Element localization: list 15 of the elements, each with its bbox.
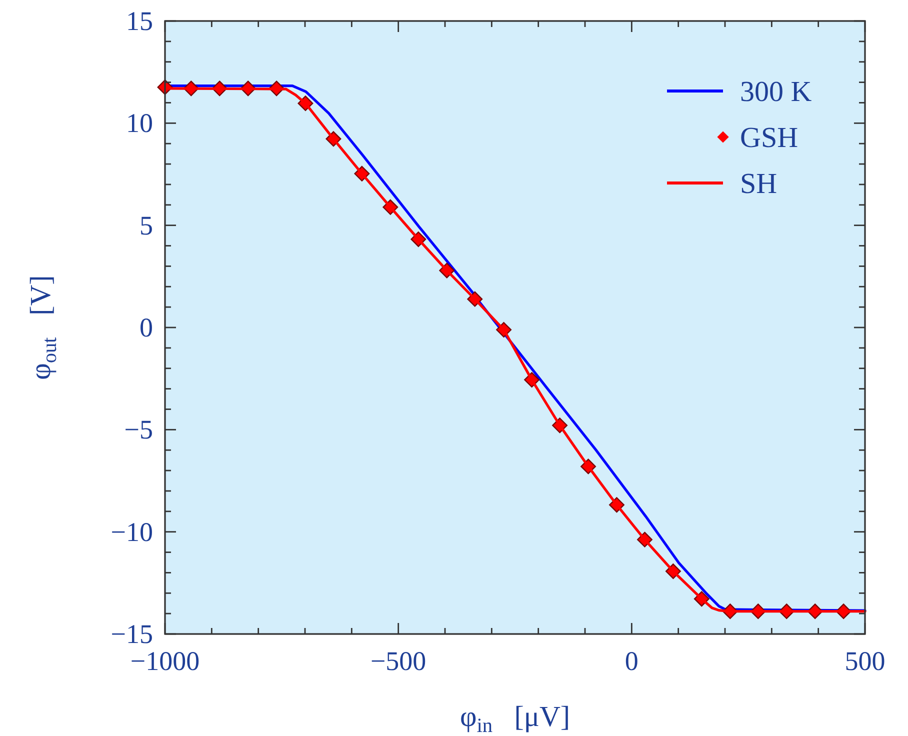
legend-label: SH	[740, 168, 778, 200]
legend-label: GSH	[740, 122, 798, 154]
y-tick-label: 0	[140, 312, 153, 342]
x-tick-label: 0	[624, 646, 638, 676]
y-tick-label: −5	[124, 414, 153, 445]
y-tick-label: 15	[126, 6, 153, 36]
x-tick-label: −1000	[130, 646, 200, 676]
x-axis-title: φ$_{in}$ [μV]	[460, 701, 570, 736]
y-tick-label: 5	[140, 210, 153, 240]
legend-label: 300 K	[740, 76, 812, 108]
x-tick-label: 500	[844, 646, 886, 676]
y-tick-label: −15	[110, 619, 153, 649]
x-tick-label: −500	[370, 646, 426, 676]
y-tick-label: −10	[110, 516, 153, 547]
y-tick-label: 10	[126, 108, 153, 138]
